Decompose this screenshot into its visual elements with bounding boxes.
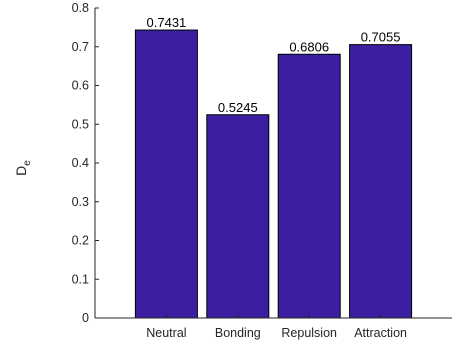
x-tick-label-bonding: Bonding [215,326,261,340]
bars-group [134,29,413,319]
bar-repulsion [277,53,341,319]
x-tick-label-neutral: Neutral [146,326,186,340]
y-tick-label: 0.7 [72,40,89,54]
y-tick-label: 0.4 [72,156,89,170]
bar-attraction [349,44,413,319]
bar-bonding [206,114,270,319]
data-label-repulsion: 0.6806 [289,39,329,54]
data-label-attraction: 0.7055 [361,30,401,45]
y-axis-label: De [13,160,33,176]
y-tick-label: 0.1 [72,272,89,286]
bar-neutral [134,29,198,319]
data-label-neutral: 0.7431 [147,15,187,30]
y-tick-label: 0.5 [72,117,89,131]
data-label-bonding: 0.5245 [218,100,258,115]
x-tick-label-repulsion: Repulsion [281,326,337,340]
y-tick-label: 0 [82,311,89,325]
y-tick-label: 0.2 [72,234,89,248]
y-ticks-group: 0 0.1 0.2 0.3 0.4 0.5 0.6 0.7 0.8 [72,1,99,325]
y-tick-label: 0.3 [72,195,89,209]
y-tick-label: 0.8 [72,1,89,15]
x-tick-label-attraction: Attraction [354,326,407,340]
y-axis-label-subscript: e [22,160,33,166]
y-axis-label-main: D [13,166,29,176]
x-ticks-group: Neutral Bonding Repulsion Attraction [146,314,407,340]
data-labels-group: 0.7431 0.5245 0.6806 0.7055 [147,15,401,115]
y-tick-label: 0.6 [72,79,89,93]
